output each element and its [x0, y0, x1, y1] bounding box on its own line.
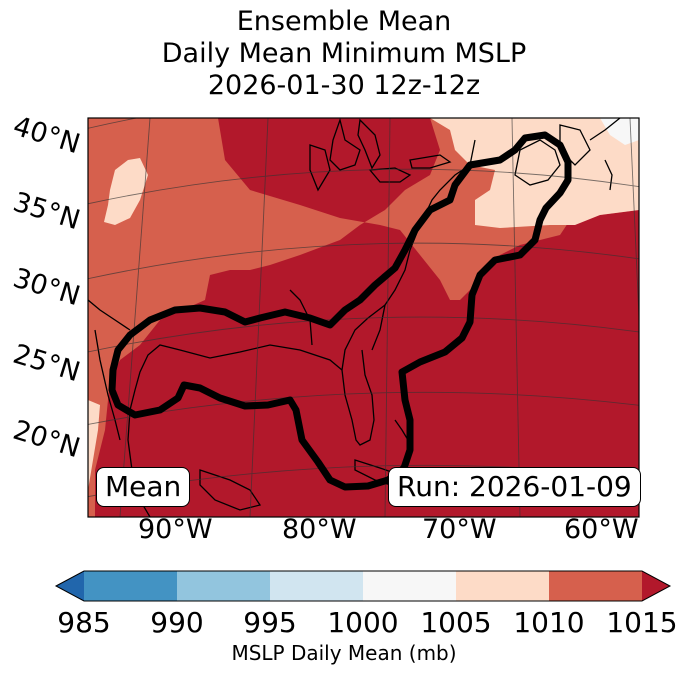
colorbar-bin-990-995 [177, 571, 270, 601]
colorbar-tick: 1010 [513, 606, 585, 639]
lon-label: 90°W [138, 514, 213, 545]
colorbar [54, 570, 672, 602]
pressure-fill-1000 [600, 118, 639, 145]
title-line-3: 2026-01-30 12z-12z [207, 70, 481, 101]
pressure-fill-1015 [95, 118, 639, 517]
colorbar-label: MSLP Daily Mean (mb) [231, 641, 457, 665]
colorbar-bin-1000-1005 [363, 571, 456, 601]
colorbar-tick: 995 [243, 606, 297, 639]
colorbar-extend-low [56, 571, 84, 601]
run-date-box: Run: 2026-01-09 [388, 467, 641, 507]
lon-label: 60°W [564, 514, 639, 545]
lon-label: 80°W [282, 514, 357, 545]
colorbar-bin-985-990 [84, 571, 177, 601]
map-frame [87, 117, 640, 518]
pressure-fill-1005-west [104, 158, 148, 225]
mean-label-box: Mean [96, 467, 191, 507]
colorbar-tick: 1005 [420, 606, 492, 639]
lon-label: 70°W [422, 514, 497, 545]
title-line-2: Daily Mean Minimum MSLP [161, 38, 527, 69]
pressure-contour [108, 131, 572, 491]
colorbar-tick: 1015 [606, 606, 678, 639]
colorbar-extend-high [642, 571, 670, 601]
title-line-1: Ensemble Mean [236, 6, 452, 37]
colorbar-bin-995-1000 [270, 571, 363, 601]
colorbar-outline [54, 570, 672, 602]
colorbar-tick: 990 [150, 606, 204, 639]
colorbar-bin-1005-1010 [456, 571, 549, 601]
pressure-fill-1005-northeast [430, 118, 639, 228]
colorbar-tick: 1000 [327, 606, 399, 639]
colorbar-bin-1010-1015 [549, 571, 642, 601]
colorbar-tick: 985 [57, 606, 111, 639]
